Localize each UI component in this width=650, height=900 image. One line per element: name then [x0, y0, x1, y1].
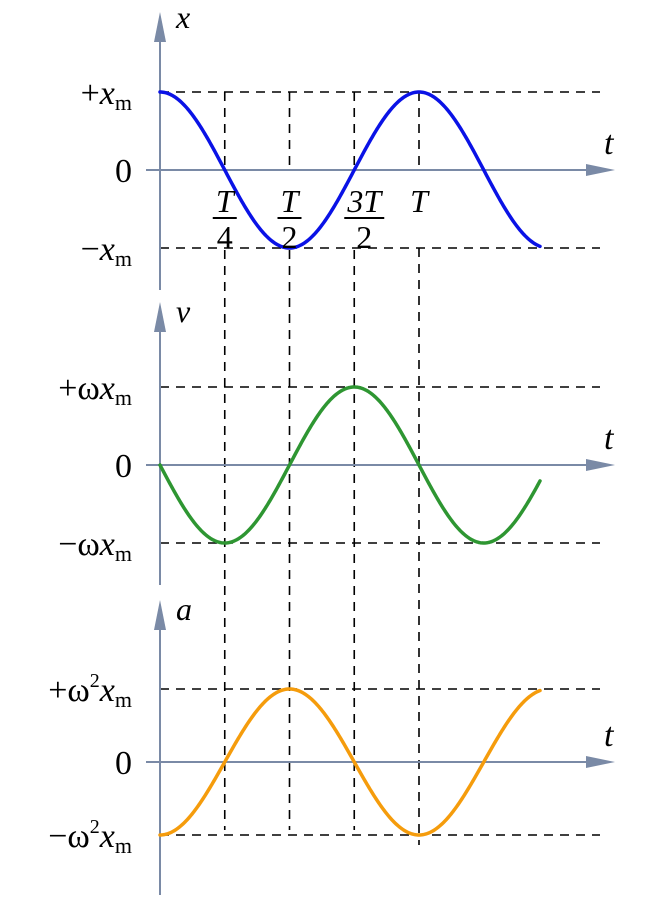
level-label-acceleration-min: −ω2xm: [48, 816, 132, 858]
level-label-displacement-max: +xm: [81, 75, 132, 115]
t-axis-arrow-velocity: [586, 459, 615, 471]
time-mark-2: 3T2: [344, 183, 385, 255]
level-sub: m: [115, 90, 132, 115]
time-mark-1: T2: [277, 183, 302, 255]
time-mark-numerator: 3T: [346, 183, 383, 219]
time-mark-denominator: 2: [282, 219, 298, 255]
zero-label: 0: [115, 448, 132, 485]
time-mark-3: T: [410, 183, 430, 219]
guide-lines: [160, 91, 600, 845]
level-expression: −xm: [81, 231, 132, 271]
y-axis-arrow-velocity: [154, 302, 166, 332]
level-expression: +xm: [81, 75, 132, 115]
level-sign: +: [48, 672, 67, 709]
zero-label: 0: [115, 745, 132, 782]
axis-label-velocity: v: [176, 293, 191, 329]
t-label-acceleration: t: [604, 717, 615, 754]
level-label-acceleration-max: +ω2xm: [48, 670, 132, 712]
level-label-velocity-max: +ωxm: [58, 370, 132, 410]
level-sign: +: [58, 370, 77, 407]
zero-label: 0: [115, 153, 132, 190]
time-mark-numerator: T: [216, 183, 236, 219]
level-label-displacement-zero: 0: [115, 153, 132, 190]
level-sub: m: [115, 541, 132, 566]
curve-displacement: [158, 90, 542, 250]
level-sub: m: [115, 246, 132, 271]
level-sign: −: [48, 818, 67, 855]
time-mark-0: T4: [212, 183, 237, 255]
level-label-displacement-min: −xm: [81, 231, 132, 271]
axes-displacement: [146, 12, 615, 290]
level-label-acceleration-zero: 0: [115, 745, 132, 782]
level-power: 2: [90, 816, 100, 838]
y-axis-arrow-acceleration: [154, 600, 166, 630]
level-expression: +ωxm: [58, 370, 132, 410]
level-expression: +ω2xm: [48, 670, 132, 712]
t-label-velocity: t: [604, 420, 615, 457]
axes-acceleration: [146, 600, 615, 895]
curve-velocity: [158, 385, 542, 545]
t-axis-arrow-displacement: [586, 164, 615, 176]
level-sub: m: [115, 833, 132, 858]
level-label-velocity-zero: 0: [115, 448, 132, 485]
level-var: x: [99, 526, 115, 563]
level-sub: m: [115, 385, 132, 410]
curve-acceleration: [158, 687, 542, 837]
level-expression: −ω2xm: [48, 816, 132, 858]
level-sign: −: [81, 231, 100, 268]
level-var: x: [99, 370, 115, 407]
level-sign: +: [81, 75, 100, 112]
level-sub: m: [115, 687, 132, 712]
level-prefix: ω: [67, 672, 89, 709]
level-power: 2: [90, 670, 100, 692]
t-label-displacement: t: [604, 125, 615, 162]
level-label-velocity-min: −ωxm: [58, 526, 132, 566]
axis-label-displacement: x: [175, 0, 190, 35]
time-mark-denominator: 4: [217, 219, 233, 255]
level-prefix: ω: [77, 370, 99, 407]
level-var: x: [99, 818, 115, 855]
time-mark-numerator: T: [410, 183, 430, 219]
level-sign: −: [58, 526, 77, 563]
t-axis-arrow-acceleration: [586, 756, 615, 768]
axis-label-acceleration: a: [176, 591, 192, 627]
level-prefix: ω: [67, 818, 89, 855]
level-var: x: [99, 231, 115, 268]
level-expression: −ωxm: [58, 526, 132, 566]
y-axis-arrow-displacement: [154, 12, 166, 42]
time-mark-numerator: T: [281, 183, 301, 219]
time-mark-denominator: 2: [356, 219, 372, 255]
level-var: x: [99, 75, 115, 112]
axes-velocity: [146, 302, 615, 585]
level-prefix: ω: [77, 526, 99, 563]
level-var: x: [99, 672, 115, 709]
